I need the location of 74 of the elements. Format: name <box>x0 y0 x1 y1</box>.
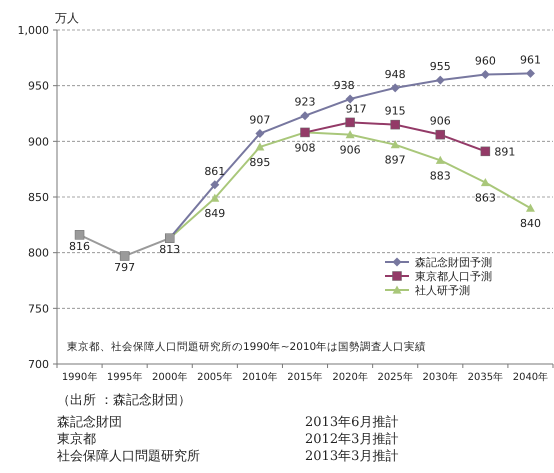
text: 2013年3月推計 <box>305 449 398 464</box>
data-label: 883 <box>430 169 451 182</box>
data-label: 797 <box>114 261 136 274</box>
y-tick-label: 750 <box>28 302 49 316</box>
data-label: 861 <box>204 164 226 178</box>
x-tick-label: 2000年 <box>152 371 188 383</box>
text: 2012年3月推計 <box>305 432 398 447</box>
data-label: 895 <box>249 156 270 169</box>
data-label: 813 <box>159 243 180 256</box>
x-tick-label: 2040年 <box>512 371 548 383</box>
point <box>480 146 490 156</box>
text: 2013年6月推計 <box>305 415 398 430</box>
annotation: 東京都、社会保障人口問題研究所の1990年~2010年は国勢調査人口実績 <box>67 340 426 353</box>
text: 東京都 <box>57 432 96 447</box>
data-label: 891 <box>494 145 516 158</box>
data-label: 863 <box>474 192 496 205</box>
data-label: 961 <box>520 53 541 66</box>
data-label: 955 <box>430 60 451 74</box>
point <box>255 129 264 138</box>
legend-label: 東京都人口予測 <box>415 270 492 283</box>
point <box>436 76 445 85</box>
y-tick-label: 850 <box>28 191 49 204</box>
data-label: 840 <box>520 217 541 230</box>
x-tick-label: 1990年 <box>62 371 98 383</box>
x-tick-label: 2020年 <box>332 371 368 383</box>
x-tick-label: 2005年 <box>197 371 233 383</box>
point <box>390 83 400 92</box>
point <box>74 230 84 240</box>
x-tick-label: 1995年 <box>106 371 142 383</box>
point <box>346 94 355 104</box>
point <box>436 156 445 164</box>
data-label: 816 <box>69 240 90 253</box>
x-tick-label: 2035年 <box>468 371 504 383</box>
point <box>526 204 535 212</box>
y-tick-label: 900 <box>28 135 49 148</box>
x-tick-label: 2030年 <box>422 371 458 383</box>
text: 森記念財団 <box>57 415 122 430</box>
point <box>255 142 264 150</box>
data-label: 906 <box>340 144 361 157</box>
y-tick-label: 1,000 <box>18 24 49 37</box>
point <box>390 120 400 130</box>
point <box>210 180 220 190</box>
point <box>480 70 490 80</box>
point <box>345 118 355 128</box>
x-tick-label: 2010年 <box>242 371 278 383</box>
data-label: 906 <box>430 114 451 128</box>
point <box>300 111 310 120</box>
data-label: 849 <box>204 207 226 220</box>
point <box>526 68 535 78</box>
data-label: 897 <box>384 154 406 167</box>
legend-label: 森記念財団予測 <box>415 256 492 269</box>
data-label: 908 <box>294 141 316 154</box>
point <box>346 130 355 138</box>
x-tick-label: 2015年 <box>287 371 323 383</box>
legend-label: 社人研予測 <box>415 284 470 297</box>
y-tick-label: 700 <box>28 358 49 371</box>
y-tick-label: 950 <box>28 80 49 93</box>
point <box>210 194 220 202</box>
data-label: 938 <box>334 79 355 92</box>
point <box>480 178 490 186</box>
data-label: 915 <box>384 104 406 118</box>
text: （出所 ：森記念財団） <box>57 393 192 408</box>
y-tick-label: 800 <box>28 246 49 260</box>
text: 社会保障人口問題研究所 <box>57 449 200 464</box>
point <box>436 130 446 140</box>
data-label: 907 <box>249 114 270 127</box>
point <box>390 140 400 148</box>
data-label: 923 <box>294 96 316 109</box>
point <box>120 251 130 261</box>
data-label: 960 <box>474 54 496 68</box>
x-tick-label: 2025年 <box>377 371 413 383</box>
data-label: 948 <box>384 68 406 81</box>
y-axis-title: 万人 <box>55 11 79 25</box>
data-label: 917 <box>346 102 367 116</box>
